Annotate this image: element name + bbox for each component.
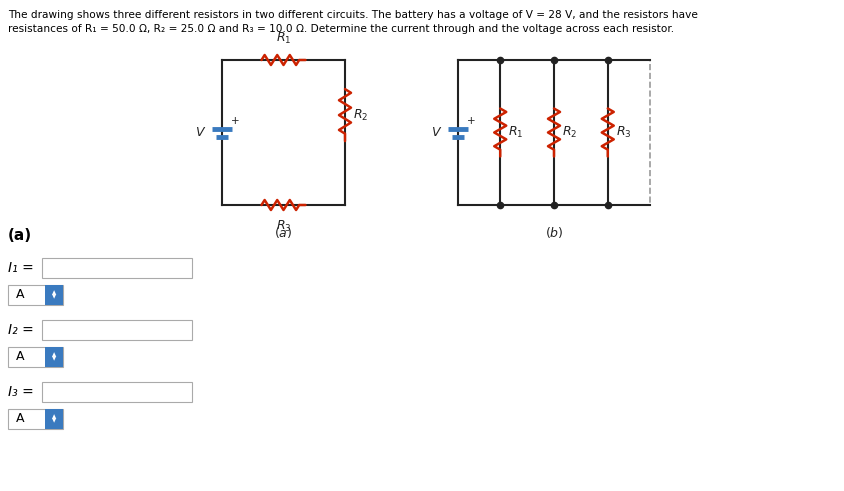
Text: $(a)$: $(a)$ <box>274 225 292 240</box>
FancyBboxPatch shape <box>45 409 63 429</box>
FancyBboxPatch shape <box>42 258 192 278</box>
FancyBboxPatch shape <box>45 285 63 305</box>
Text: $(b)$: $(b)$ <box>544 225 563 240</box>
Text: +: + <box>230 115 239 126</box>
Text: ▲: ▲ <box>51 291 56 296</box>
Text: resistances of R₁ = 50.0 Ω, R₂ = 25.0 Ω and R₃ = 10.0 Ω. Determine the current t: resistances of R₁ = 50.0 Ω, R₂ = 25.0 Ω … <box>8 24 674 34</box>
Text: A: A <box>16 289 24 301</box>
Text: $R_1$: $R_1$ <box>507 125 523 140</box>
FancyBboxPatch shape <box>45 347 63 367</box>
FancyBboxPatch shape <box>42 320 192 340</box>
Bar <box>222 60 344 205</box>
Text: $R_2$: $R_2$ <box>353 108 368 123</box>
Text: A: A <box>16 351 24 363</box>
Text: +: + <box>466 115 474 126</box>
Text: $R_3$: $R_3$ <box>275 219 291 234</box>
FancyBboxPatch shape <box>42 382 192 402</box>
FancyBboxPatch shape <box>8 347 63 367</box>
Text: The drawing shows three different resistors in two different circuits. The batte: The drawing shows three different resist… <box>8 10 697 20</box>
Text: $R_1$: $R_1$ <box>275 31 291 46</box>
Text: ▲: ▲ <box>51 353 56 357</box>
Text: ▼: ▼ <box>51 295 56 300</box>
Text: ▼: ▼ <box>51 356 56 361</box>
Text: $V$: $V$ <box>430 126 441 139</box>
Text: (a): (a) <box>8 228 32 243</box>
Text: I₁ =: I₁ = <box>8 261 34 275</box>
Text: $R_2$: $R_2$ <box>561 125 576 140</box>
Bar <box>457 60 649 205</box>
Text: ▲: ▲ <box>51 414 56 419</box>
Text: $V$: $V$ <box>194 126 206 139</box>
Text: A: A <box>16 412 24 426</box>
FancyBboxPatch shape <box>8 285 63 305</box>
Text: ▼: ▼ <box>51 418 56 424</box>
FancyBboxPatch shape <box>8 409 63 429</box>
Text: I₃ =: I₃ = <box>8 385 34 399</box>
Text: I₂ =: I₂ = <box>8 323 34 337</box>
Text: $R_3$: $R_3$ <box>615 125 630 140</box>
